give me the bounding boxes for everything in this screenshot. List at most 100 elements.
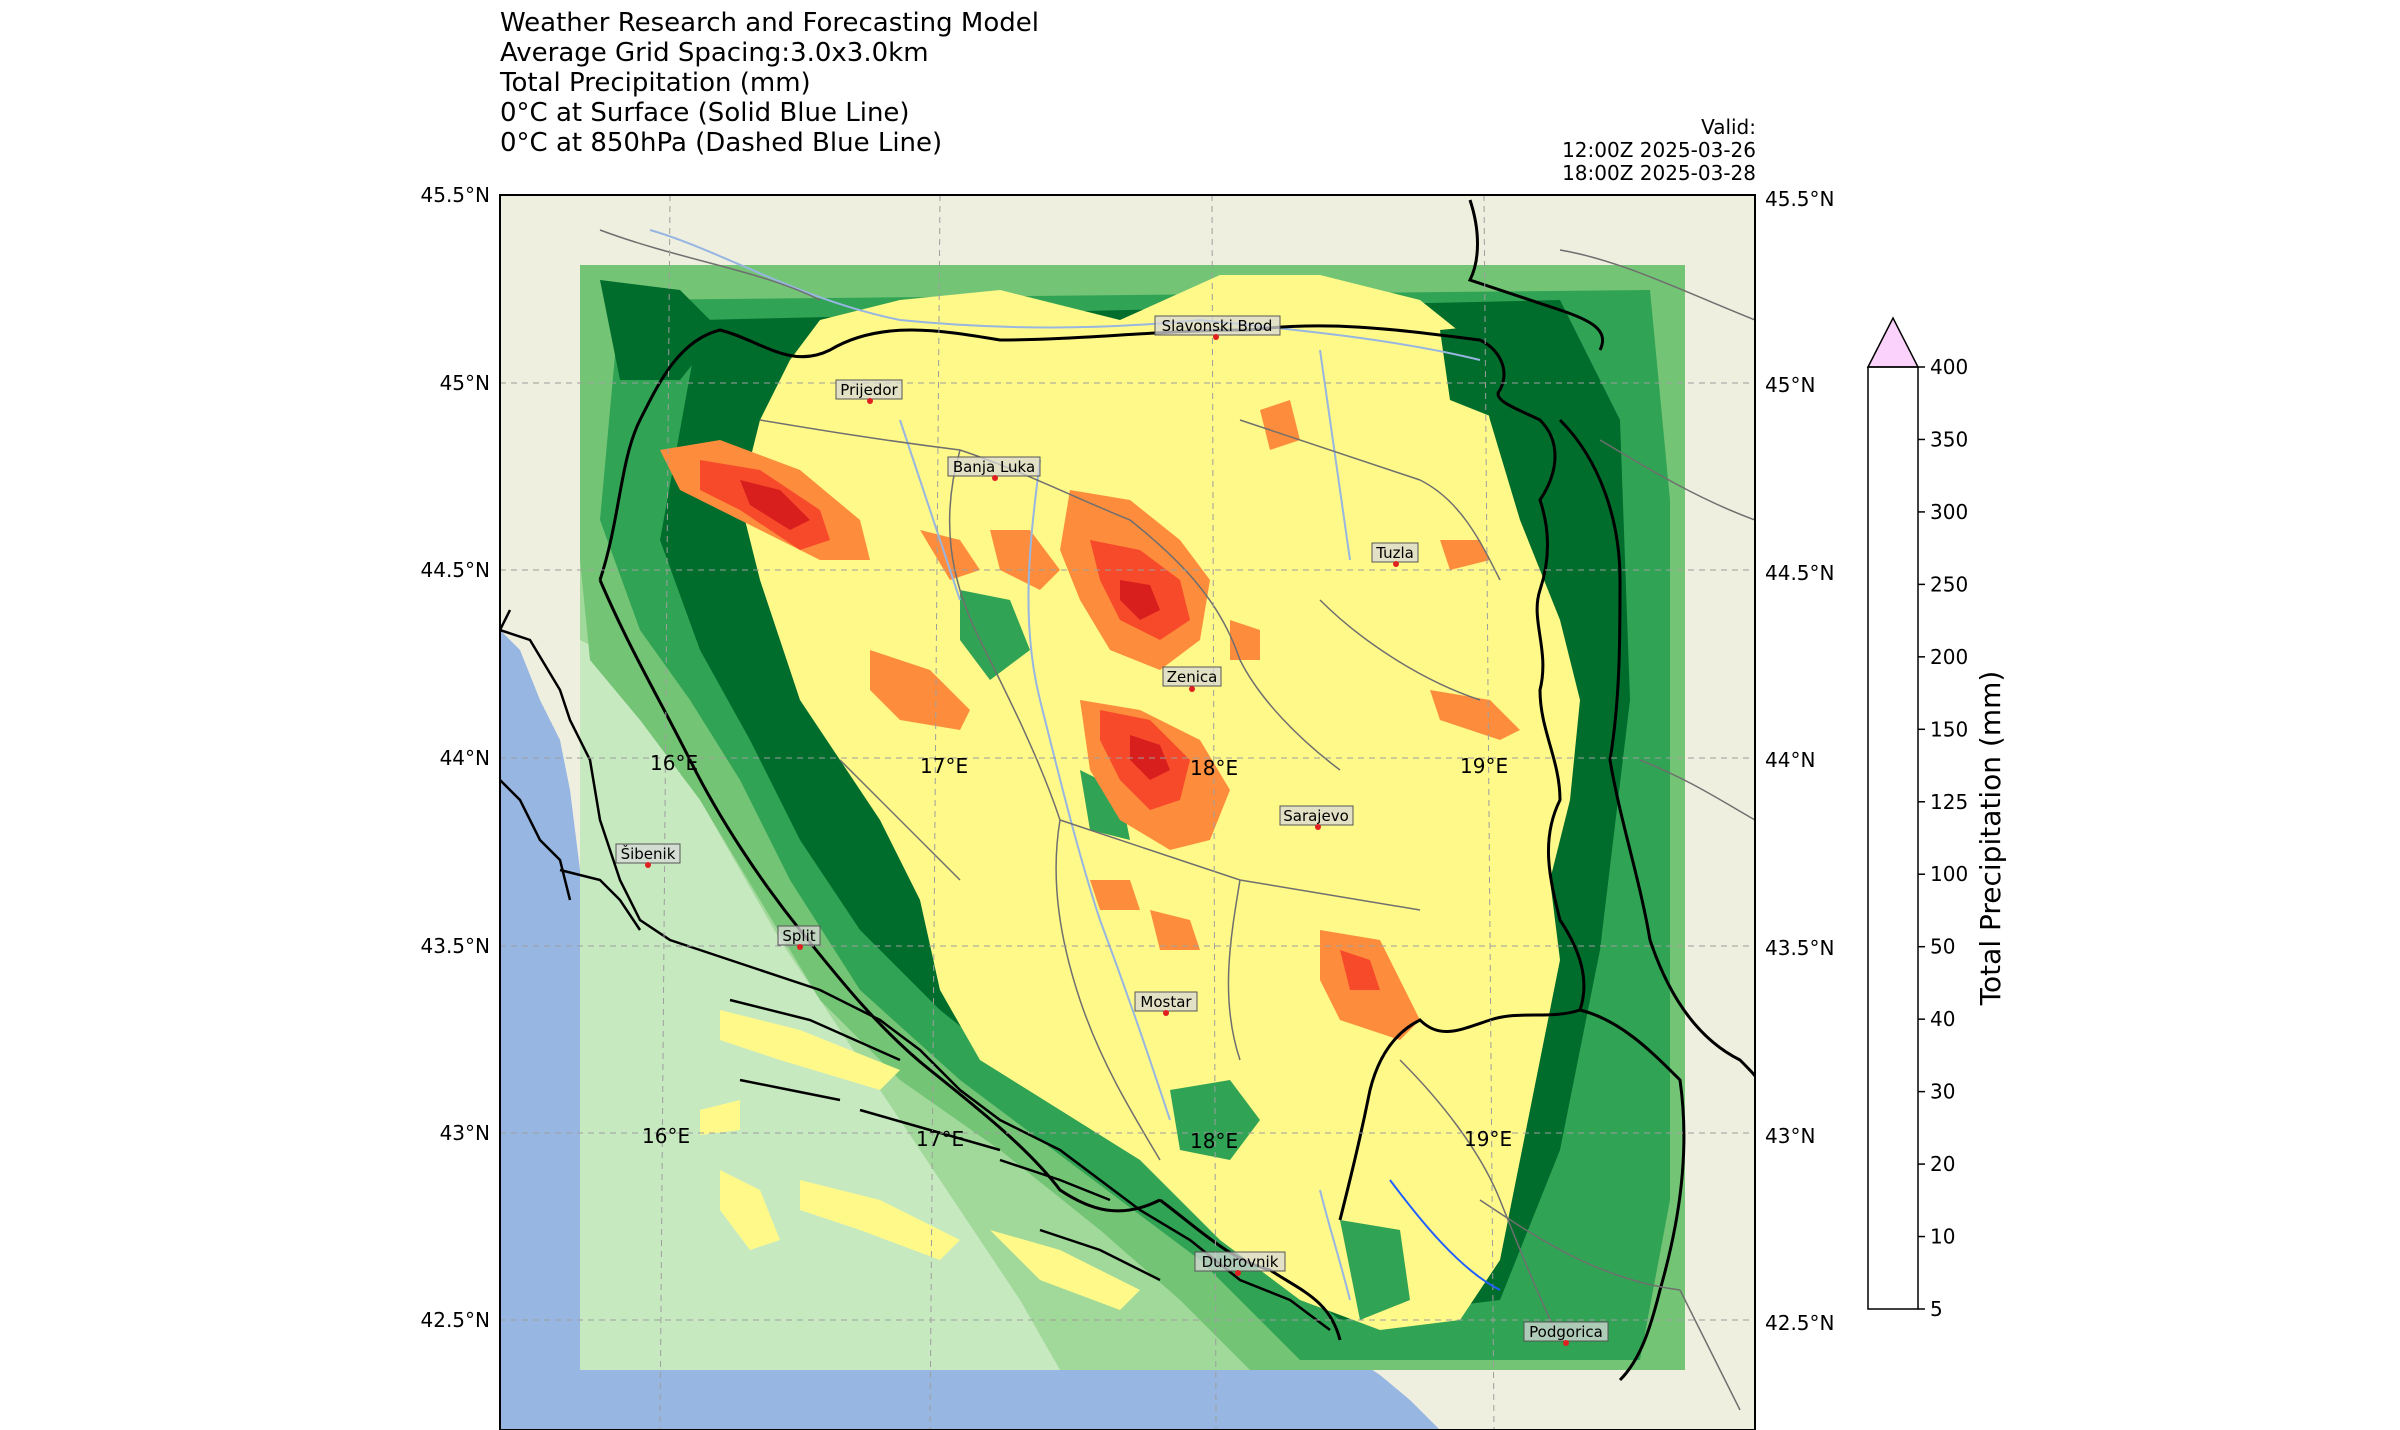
precip-yellow-islet xyxy=(720,1010,900,1090)
colorbar-ticks: 5 10 20 30 40 50 100 125 150 200 250 300 350 400 xyxy=(1918,355,1968,1321)
colorbar: 5 10 20 30 40 50 100 125 150 200 250 300 350 400 Tota… xyxy=(1866,316,2007,1321)
precip-orange-area xyxy=(1230,620,1260,660)
colorbar-tick-label: 125 xyxy=(1930,790,1968,814)
colorbar-tick-label: 350 xyxy=(1930,427,1968,451)
colorbar-tick-label: 150 xyxy=(1930,717,1968,741)
city-prijedor: Prijedor xyxy=(835,379,903,404)
precip-green-patch xyxy=(600,280,720,380)
city-sarajevo: Sarajevo xyxy=(1279,805,1354,830)
colorbar-tick-label: 250 xyxy=(1930,572,1968,596)
lon-label: 17°E xyxy=(920,754,968,778)
city-label: Zenica xyxy=(1167,668,1218,686)
colorbar-tick-label: 30 xyxy=(1930,1080,1955,1104)
lat-labels-left: 45.5°N 45°N 44.5°N 44°N 43.5°N 43°N 42.5… xyxy=(421,183,491,1332)
lat-label: 42.5°N xyxy=(1765,1311,1835,1335)
city-split: Split xyxy=(777,925,821,950)
colorbar-tick-label: 100 xyxy=(1930,862,1968,886)
precip-yellow-islet xyxy=(990,1230,1140,1310)
lat-label: 44.5°N xyxy=(421,558,491,582)
valid-end: 18:00Z 2025-03-28 xyxy=(1562,161,1756,185)
precip-orange-area xyxy=(1430,690,1520,740)
title-line-5: 0°C at 850hPa (Dashed Blue Line) xyxy=(500,128,943,158)
lat-label: 45°N xyxy=(440,371,490,395)
city-label: Slavonski Brod xyxy=(1162,317,1273,335)
title-line-4: 0°C at Surface (Solid Blue Line) xyxy=(500,98,910,128)
precip-darkred-area xyxy=(1120,580,1160,620)
city-sibenik: Šibenik xyxy=(615,843,681,868)
precip-orange-area xyxy=(1150,910,1200,950)
lon-label: 18°E xyxy=(1190,1129,1238,1153)
valid-label: Valid: xyxy=(1701,115,1756,139)
colorbar-tick-label: 400 xyxy=(1930,355,1968,379)
valid-start: 12:00Z 2025-03-26 xyxy=(1562,138,1756,162)
map-frame xyxy=(499,194,1756,1430)
precip-orange-area xyxy=(870,650,970,730)
colorbar-tick-label: 5 xyxy=(1930,1297,1943,1321)
precip-yellow-islet xyxy=(700,1100,740,1135)
lat-label: 45.5°N xyxy=(1765,187,1835,211)
city-label: Tuzla xyxy=(1375,544,1414,562)
lon-label: 18°E xyxy=(1190,756,1238,780)
precip-green-patch xyxy=(1340,1220,1410,1320)
precip-orange-area xyxy=(1440,540,1490,570)
lat-label: 45.5°N xyxy=(421,183,491,207)
precip-green-patch xyxy=(1440,320,1560,420)
city-markers: Slavonski Brod Prijedor Banja Luka Tuzla… xyxy=(615,315,1609,1346)
precip-yellow-islet xyxy=(800,1180,960,1260)
precip-red-area xyxy=(1340,950,1380,990)
lon-label: 16°E xyxy=(642,1124,690,1148)
precip-green-patch xyxy=(1080,770,1130,840)
lat-label: 44.5°N xyxy=(1765,561,1835,585)
colorbar-tick-label: 40 xyxy=(1930,1007,1955,1031)
lat-label: 43.5°N xyxy=(1765,936,1835,960)
title-line-3: Total Precipitation (mm) xyxy=(500,68,811,98)
colorbar-frame xyxy=(1867,366,1919,1310)
city-label: Dubrovnik xyxy=(1202,1253,1279,1271)
lat-labels-right: 45.5°N 45°N 44.5°N 44°N 43.5°N 43°N 42.5… xyxy=(1765,187,1835,1335)
city-tuzla: Tuzla xyxy=(1371,542,1419,567)
city-label: Sarajevo xyxy=(1283,807,1349,825)
precip-darkred-area xyxy=(740,480,810,530)
map-area xyxy=(500,195,1755,1430)
colorbar-tick-label: 20 xyxy=(1930,1152,1955,1176)
precip-green-patch xyxy=(960,590,1030,680)
colorbar-tick-label: 300 xyxy=(1930,500,1968,524)
city-dubrovnik: Dubrovnik xyxy=(1194,1251,1286,1276)
lat-label: 43.5°N xyxy=(421,934,491,958)
valid-time: Valid: 12:00Z 2025-03-26 18:00Z 2025-03-… xyxy=(1562,116,1756,185)
precip-yellow-islet xyxy=(830,700,920,790)
city-slavonski-brod: Slavonski Brod xyxy=(1154,315,1281,340)
precip-yellow-islet xyxy=(720,1170,780,1250)
lat-label: 42.5°N xyxy=(421,1308,491,1332)
city-label: Mostar xyxy=(1140,993,1192,1011)
colorbar-tick-label: 200 xyxy=(1930,645,1968,669)
precip-orange-area xyxy=(1090,880,1140,910)
zero-degree-surface-line xyxy=(1389,1179,1501,1291)
lat-label: 43°N xyxy=(1765,1124,1815,1148)
city-label: Banja Luka xyxy=(953,458,1035,476)
city-zenica: Zenica xyxy=(1162,666,1222,692)
city-label: Podgorica xyxy=(1529,1323,1603,1341)
city-podgorica: Podgorica xyxy=(1523,1321,1609,1346)
country-borders xyxy=(598,199,1755,1382)
city-label: Šibenik xyxy=(621,844,676,863)
city-mostar: Mostar xyxy=(1134,991,1198,1016)
title-line-2: Average Grid Spacing:3.0x3.0km xyxy=(500,38,929,68)
colorbar-tick-label: 10 xyxy=(1930,1225,1955,1249)
colorbar-tick-label: 50 xyxy=(1930,935,1955,959)
figure-title: Weather Research and Forecasting Model A… xyxy=(500,8,1039,158)
gridlines xyxy=(500,195,1755,1430)
lon-labels: 16°E 17°E 18°E 19°E 16°E 17°E 18°E 19°E xyxy=(642,751,1512,1153)
precip-coast-light xyxy=(580,640,1060,1370)
title-line-1: Weather Research and Forecasting Model xyxy=(500,8,1039,38)
lat-label: 45°N xyxy=(1765,373,1815,397)
colorbar-title: Total Precipitation (mm) xyxy=(1974,671,2007,1007)
admin-borders xyxy=(599,229,1755,1411)
lon-label: 19°E xyxy=(1464,1127,1512,1151)
colorbar-extend-arrow xyxy=(1866,316,1920,368)
lat-label: 44°N xyxy=(1765,748,1815,772)
city-label: Prijedor xyxy=(840,381,898,399)
city-label: Split xyxy=(782,927,815,945)
city-banja-luka: Banja Luka xyxy=(947,456,1041,481)
